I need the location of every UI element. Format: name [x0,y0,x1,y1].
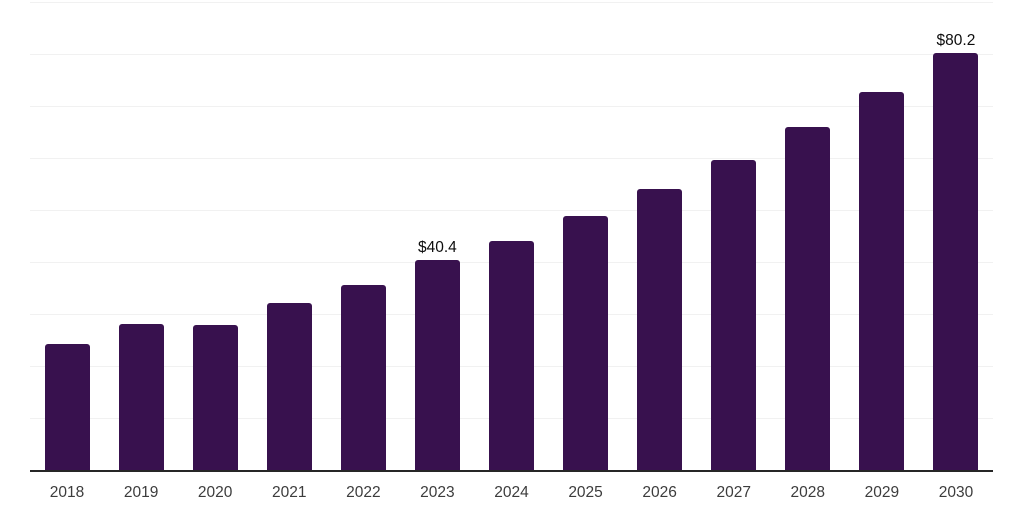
bar-2020 [192,325,238,470]
bar-2030 [933,52,979,470]
gridline-80 [30,54,993,55]
x-tick-label-2024: 2024 [494,484,529,501]
bar-2021 [266,303,312,470]
x-tick-label-2028: 2028 [790,484,826,501]
x-tick-label-2026: 2026 [642,484,677,501]
bar-2022 [340,284,386,470]
x-tick-label-2030: 2030 [938,484,974,501]
x-tick-label-2027: 2027 [716,484,751,501]
bar-2026 [637,189,683,470]
gridline-50 [30,210,993,211]
bar-2023 [414,259,460,470]
x-tick-label-2020: 2020 [197,484,233,501]
x-tick-label-2023: 2023 [420,484,455,501]
bar-2027 [711,159,757,470]
x-tick-label-2019: 2019 [123,484,159,501]
bar-2028 [785,127,831,470]
data-label-2030: $80.2 [936,31,976,49]
gridline-90 [30,2,993,3]
x-tick-label-2021: 2021 [272,484,307,501]
gridline-70 [30,106,993,107]
bar-2025 [563,215,609,470]
gridline-60 [30,158,993,159]
data-label-2023: $40.4 [418,238,457,256]
x-tick-label-2018: 2018 [49,484,85,501]
x-axis-line [30,470,993,472]
bar-2018 [44,343,90,470]
bar-2029 [859,91,905,470]
bar-2019 [118,323,164,470]
x-tick-label-2022: 2022 [346,484,381,501]
x-tick-label-2029: 2029 [864,484,900,501]
x-tick-label-2025: 2025 [568,484,603,501]
bar-2024 [489,240,534,470]
